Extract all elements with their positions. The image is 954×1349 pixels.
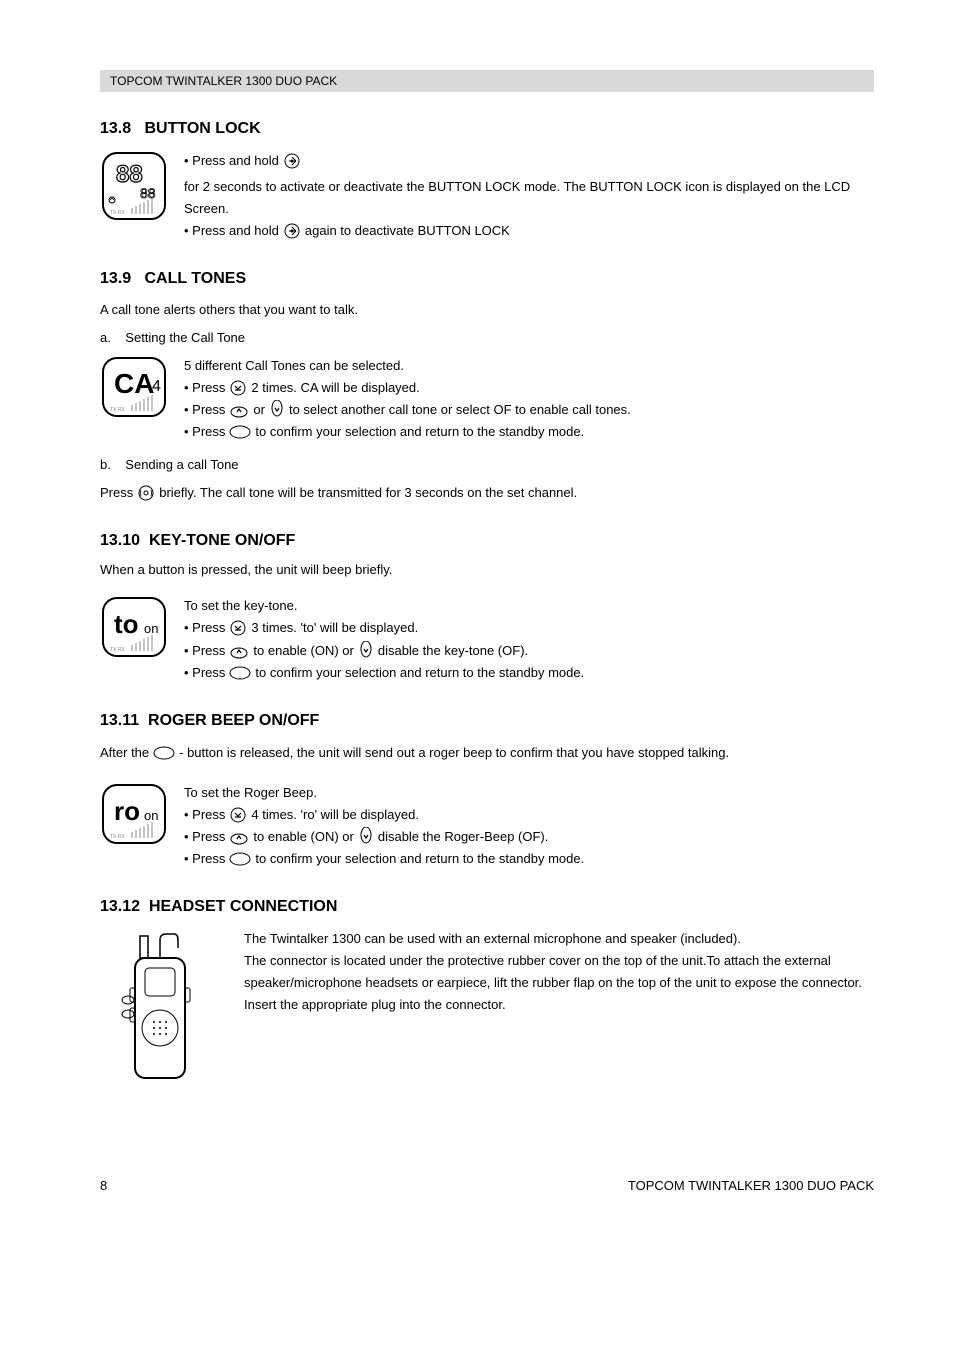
para: The Twintalker 1300 can be used with an … — [244, 928, 874, 950]
svg-text:to: to — [114, 609, 139, 639]
section-number: 13.9 — [100, 270, 131, 287]
step-line: • Press to enable (ON) or disable the Ro… — [184, 826, 584, 848]
down-icon — [269, 400, 285, 420]
lcd-display-icon: to on TX RX — [100, 595, 168, 659]
step-line: Press briefly. The call tone will be tra… — [100, 482, 874, 504]
section-number: 13.8 — [100, 120, 131, 137]
call-icon — [137, 484, 155, 502]
section-title: 13.12 HEADSET CONNECTION — [100, 898, 874, 916]
step-list: To set the Roger Beep. • Press 4 times. … — [184, 782, 584, 870]
page-footer: 8 TOPCOM TWINTALKER 1300 DUO PACK — [100, 1178, 874, 1193]
menu-enter-icon — [229, 806, 247, 824]
section-key-tone: 13.10 KEY-TONE ON/OFF When a button is p… — [100, 532, 874, 683]
section-name: KEY-TONE ON/OFF — [149, 532, 295, 549]
svg-text:88: 88 — [116, 161, 143, 188]
section-number: 13.11 — [100, 712, 139, 729]
step-list: 5 different Call Tones can be selected. … — [184, 355, 631, 443]
up-icon — [229, 402, 249, 418]
svg-text:CA: CA — [114, 368, 154, 399]
step-list: To set the key-tone. • Press 3 times. 't… — [184, 595, 584, 683]
section-call-tones: 13.9 CALL TONES A call tone alerts other… — [100, 270, 874, 504]
up-icon — [229, 829, 249, 845]
step-line: • Press to enable (ON) or disable the ke… — [184, 640, 584, 662]
step-line: • Press to confirm your selection and re… — [184, 421, 631, 443]
menu-enter-icon — [229, 619, 247, 637]
step-intro: To set the Roger Beep. — [184, 782, 584, 804]
step-line: • Press and hold again to deactivate BUT… — [184, 220, 874, 242]
section-roger-beep: 13.11 ROGER BEEP ON/OFF After the - butt… — [100, 712, 874, 870]
intro-text: A call tone alerts others that you want … — [100, 300, 874, 320]
svg-text:on: on — [144, 808, 158, 823]
step-list: • Press and hold for 2 seconds to activa… — [184, 150, 874, 242]
headset-text: The Twintalker 1300 can be used with an … — [244, 928, 874, 1016]
step-intro: To set the key-tone. — [184, 595, 584, 617]
section-title: 13.8 BUTTON LOCK — [100, 120, 874, 138]
menu-circle-icon — [283, 222, 301, 240]
para: The connector is located under the prote… — [244, 950, 874, 994]
page-number: 8 — [100, 1178, 107, 1193]
section-button-lock: 13.8 BUTTON LOCK 88 88 TX RX • Press and — [100, 120, 874, 242]
step-line: • Press 2 times. CA will be displayed. — [184, 377, 631, 399]
section-name: ROGER BEEP ON/OFF — [148, 712, 319, 729]
header-bar: TOPCOM TWINTALKER 1300 DUO PACK — [100, 70, 874, 92]
section-title: 13.10 KEY-TONE ON/OFF — [100, 532, 874, 550]
step-line: • Press 4 times. 'ro' will be displayed. — [184, 804, 584, 826]
section-title: 13.11 ROGER BEEP ON/OFF — [100, 712, 874, 730]
up-icon — [229, 643, 249, 659]
footer-product: TOPCOM TWINTALKER 1300 DUO PACK — [628, 1178, 874, 1193]
ptt-icon — [229, 425, 251, 439]
step-line: • Press or to select another call tone o… — [184, 399, 631, 421]
lcd-display-icon: 88 88 TX RX — [100, 150, 168, 222]
sub-label-a: a. Setting the Call Tone — [100, 330, 874, 345]
section-name: HEADSET CONNECTION — [149, 898, 337, 915]
svg-text:TX RX: TX RX — [110, 647, 125, 653]
step-line: • Press to confirm your selection and re… — [184, 848, 584, 870]
svg-text:TX RX: TX RX — [110, 407, 125, 413]
lcd-display-icon: CA 4 TX RX — [100, 355, 168, 419]
ptt-icon — [229, 666, 251, 680]
section-number: 13.12 — [100, 898, 140, 915]
lcd-display-icon: ro on TX RX — [100, 782, 168, 846]
step-intro: 5 different Call Tones can be selected. — [184, 355, 631, 377]
header-product: TOPCOM TWINTALKER 1300 DUO PACK — [110, 74, 337, 88]
svg-text:on: on — [144, 621, 158, 636]
para: Insert the appropriate plug into the con… — [244, 994, 874, 1016]
svg-text:TX RX: TX RX — [110, 210, 125, 216]
ptt-icon — [153, 746, 175, 760]
down-icon — [358, 641, 374, 661]
section-number: 13.10 — [100, 532, 140, 549]
menu-enter-icon — [229, 379, 247, 397]
section-headset: 13.12 HEADSET CONNECTION — [100, 898, 874, 1088]
svg-text:ro: ro — [114, 796, 140, 826]
ptt-icon — [229, 852, 251, 866]
svg-text:88: 88 — [140, 185, 156, 201]
svg-text:4: 4 — [152, 378, 161, 395]
headset-device-icon — [100, 928, 220, 1088]
step-line: • Press 3 times. 'to' will be displayed. — [184, 617, 584, 639]
down-icon — [358, 827, 374, 847]
section-name: BUTTON LOCK — [144, 120, 260, 137]
intro-text: After the - button is released, the unit… — [100, 742, 874, 764]
section-name: CALL TONES — [144, 270, 246, 287]
sub-label-b: b. Sending a call Tone — [100, 457, 874, 472]
menu-circle-icon — [283, 152, 301, 170]
step-line: • Press to confirm your selection and re… — [184, 662, 584, 684]
section-title: 13.9 CALL TONES — [100, 270, 874, 288]
step-line: • Press and hold for 2 seconds to activa… — [184, 150, 874, 220]
svg-text:TX RX: TX RX — [110, 834, 125, 840]
intro-text: When a button is pressed, the unit will … — [100, 562, 874, 577]
